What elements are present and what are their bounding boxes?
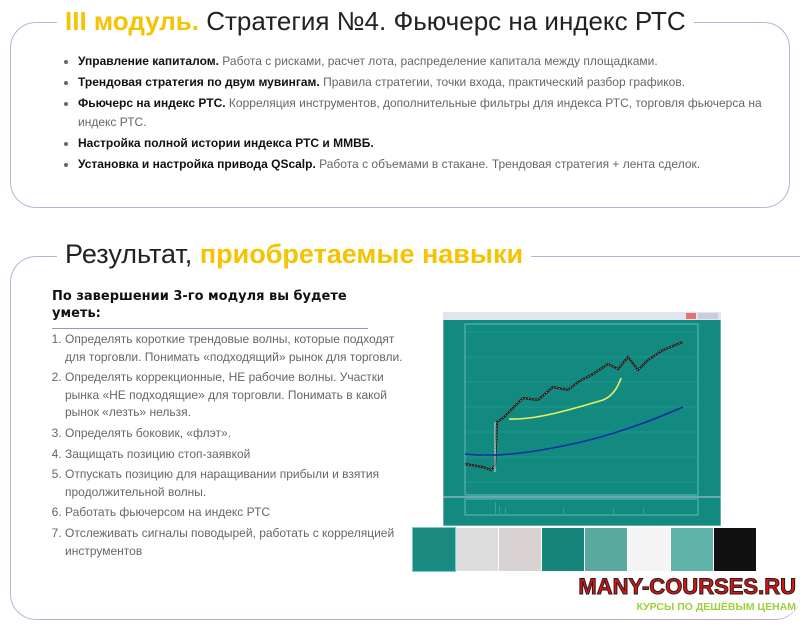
watermark-logo: MANY-COURSES.RU bbox=[578, 574, 797, 599]
topic-title: Установка и настройка привода QScalp. bbox=[78, 157, 316, 171]
list-item: Отпускать позицию для наращивании прибыл… bbox=[65, 466, 415, 501]
list-item: Фьючерс на индекс РТС. Корреляция инстру… bbox=[78, 94, 778, 132]
chart-window-titlebar bbox=[443, 312, 721, 320]
list-item: Определять коррекционные, НЕ рабочие вол… bbox=[65, 369, 415, 422]
topic-title: Управление капиталом. bbox=[78, 54, 219, 68]
result-title-text: Результат, bbox=[65, 239, 200, 269]
topic-text: Корреляция инструментов, дополнительные … bbox=[78, 96, 762, 129]
result-title-accent: приобретаемые навыки bbox=[199, 239, 524, 269]
list-item: Определять короткие трендовые волны, кот… bbox=[65, 331, 415, 366]
volume-pane bbox=[464, 498, 699, 516]
thumbnail-strip bbox=[412, 527, 757, 572]
thumbnail[interactable] bbox=[542, 528, 584, 571]
topic-text: Правила стратегии, точки входа, практиче… bbox=[319, 75, 686, 89]
module-topics: Управление капиталом. Работа с рисками, … bbox=[60, 52, 778, 176]
topic-text: Работа с объемами в стакане. Трендовая с… bbox=[315, 157, 701, 171]
list-item: Управление капиталом. Работа с рисками, … bbox=[78, 52, 778, 71]
chart-background bbox=[443, 312, 721, 526]
module-title-text: Стратегия №4. Фьючерс на индекс РТС bbox=[199, 6, 686, 36]
watermark-tagline: КУРСЫ ПО ДЕШЁВЫМ ЦЕНАМ bbox=[636, 601, 796, 613]
list-item: Работать фьючерсом на индекс РТС bbox=[65, 504, 415, 522]
list-item: Отслеживать сигналы поводырей, работать … bbox=[65, 525, 415, 560]
thumbnail[interactable] bbox=[628, 528, 670, 571]
list-item: Трендовая стратегия по двум мувингам. Пр… bbox=[78, 73, 778, 92]
topic-title: Настройка полной истории индекса РТС и М… bbox=[78, 136, 374, 150]
close-icon[interactable] bbox=[686, 313, 696, 319]
topic-text: Работа с рисками, расчет лота, распредел… bbox=[218, 54, 658, 68]
topic-title: Фьючерс на индекс РТС. bbox=[78, 96, 226, 110]
topic-title: Трендовая стратегия по двум мувингам. bbox=[78, 75, 320, 89]
chart-gridlines bbox=[465, 331, 698, 483]
thumbnail[interactable] bbox=[714, 528, 756, 571]
thumbnail[interactable] bbox=[671, 528, 713, 571]
module-title-accent: III модуль. bbox=[65, 6, 199, 36]
result-subtitle: По завершении 3-го модуля вы будете умет… bbox=[52, 288, 368, 329]
volume-bars bbox=[495, 502, 644, 514]
thumbnail[interactable] bbox=[412, 527, 456, 572]
trend-curve bbox=[508, 377, 622, 420]
module-title: III модуль. Стратегия №4. Фьючерс на инд… bbox=[57, 5, 694, 37]
list-item: Определять боковик, «флэт». bbox=[65, 425, 415, 443]
skills-list: Определять короткие трендовые волны, кот… bbox=[52, 331, 415, 563]
thumbnail[interactable] bbox=[499, 528, 541, 571]
watermark: MANY-COURSES.RU КУРСЫ ПО ДЕШЁВЫМ ЦЕНАМ bbox=[578, 574, 797, 614]
moving-average-line bbox=[464, 406, 684, 456]
thumbnail[interactable] bbox=[456, 528, 498, 571]
list-item: Защищать позицию стоп-заявкой bbox=[65, 446, 415, 464]
list-item: Настройка полной истории индекса РТС и М… bbox=[78, 134, 778, 153]
result-title: Результат, приобретаемые навыки bbox=[57, 238, 532, 270]
chart-screenshot[interactable] bbox=[443, 312, 721, 526]
list-item: Установка и настройка привода QScalp. Ра… bbox=[78, 155, 778, 174]
price-pane bbox=[464, 323, 699, 496]
thumbnail[interactable] bbox=[585, 528, 627, 571]
window-controls[interactable] bbox=[698, 313, 718, 319]
